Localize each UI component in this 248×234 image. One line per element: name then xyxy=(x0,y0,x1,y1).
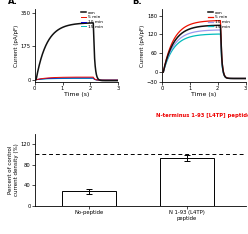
5 min xyxy=(175,34,178,37)
Line: 15 min: 15 min xyxy=(35,78,118,80)
Line: 15 min: 15 min xyxy=(162,34,246,78)
con xyxy=(242,77,245,80)
Y-axis label: Percent of control
current density (%): Percent of control current density (%) xyxy=(8,143,19,196)
5 min xyxy=(69,76,72,79)
15 min xyxy=(43,78,46,80)
con xyxy=(192,26,195,29)
Bar xyxy=(62,191,116,206)
con xyxy=(196,26,199,28)
10 min xyxy=(106,79,109,81)
5 min xyxy=(43,77,46,80)
15 min xyxy=(92,77,95,80)
10 min xyxy=(233,77,236,80)
15 min xyxy=(160,71,163,74)
Line: 5 min: 5 min xyxy=(162,21,246,78)
con xyxy=(233,77,236,80)
15 min xyxy=(65,77,68,80)
5 min xyxy=(106,79,109,81)
con xyxy=(33,78,36,81)
10 min xyxy=(242,77,245,80)
10 min xyxy=(160,71,163,74)
con xyxy=(69,23,72,26)
10 min xyxy=(196,30,199,33)
5 min xyxy=(192,22,195,25)
10 min xyxy=(33,78,36,81)
Line: con: con xyxy=(162,25,246,78)
5 min xyxy=(117,79,120,81)
10 min xyxy=(175,41,178,44)
con xyxy=(106,79,109,82)
10 min xyxy=(48,77,51,80)
15 min xyxy=(242,77,245,80)
con xyxy=(244,77,247,80)
con xyxy=(117,79,120,82)
15 min xyxy=(117,79,120,81)
15 min xyxy=(33,78,36,81)
con xyxy=(115,79,118,82)
5 min xyxy=(242,77,245,80)
10 min xyxy=(117,79,120,81)
10 min xyxy=(65,77,68,79)
Line: 10 min: 10 min xyxy=(35,78,118,80)
con xyxy=(219,24,222,27)
X-axis label: Time (s): Time (s) xyxy=(64,92,89,97)
15 min xyxy=(48,77,51,80)
10 min xyxy=(170,48,173,51)
5 min xyxy=(115,79,118,81)
15 min xyxy=(233,77,236,80)
5 min xyxy=(233,77,236,80)
con xyxy=(65,24,68,27)
10 min xyxy=(43,77,46,80)
Y-axis label: Current (pA/pF): Current (pA/pF) xyxy=(14,24,19,67)
15 min xyxy=(170,50,173,53)
5 min xyxy=(65,76,68,79)
Line: 10 min: 10 min xyxy=(162,30,246,78)
15 min xyxy=(192,35,195,37)
15 min xyxy=(175,44,178,46)
Text: N-terminus 1-93 [L4TP] peptide: N-terminus 1-93 [L4TP] peptide xyxy=(156,113,248,118)
5 min xyxy=(196,21,199,24)
Text: B.: B. xyxy=(133,0,142,7)
Line: 5 min: 5 min xyxy=(35,77,118,80)
15 min xyxy=(106,79,109,81)
X-axis label: Time (s): Time (s) xyxy=(191,92,217,97)
5 min xyxy=(170,43,173,46)
10 min xyxy=(244,77,247,80)
5 min xyxy=(219,19,222,22)
10 min xyxy=(92,77,95,79)
10 min xyxy=(115,79,118,81)
15 min xyxy=(219,33,222,35)
10 min xyxy=(192,31,195,33)
5 min xyxy=(160,71,163,74)
15 min xyxy=(196,34,199,37)
10 min xyxy=(219,29,222,31)
5 min xyxy=(48,77,51,79)
con xyxy=(170,46,173,48)
15 min xyxy=(244,77,247,80)
15 min xyxy=(115,79,118,81)
Y-axis label: Current (pA/pF): Current (pA/pF) xyxy=(140,24,145,67)
5 min xyxy=(33,78,36,81)
10 min xyxy=(69,77,72,79)
con xyxy=(43,48,46,51)
con xyxy=(92,22,95,24)
Text: A.: A. xyxy=(8,0,18,7)
5 min xyxy=(92,76,95,78)
Bar xyxy=(160,158,214,206)
Line: con: con xyxy=(35,23,118,81)
con xyxy=(48,38,51,41)
Legend: con, 5 min, 10 min, 15 min: con, 5 min, 10 min, 15 min xyxy=(80,10,103,29)
con xyxy=(160,71,163,74)
Legend: con, 5 min, 10 min, 15 min: con, 5 min, 10 min, 15 min xyxy=(208,10,230,29)
15 min xyxy=(69,77,72,80)
5 min xyxy=(244,77,247,80)
con xyxy=(175,37,178,40)
